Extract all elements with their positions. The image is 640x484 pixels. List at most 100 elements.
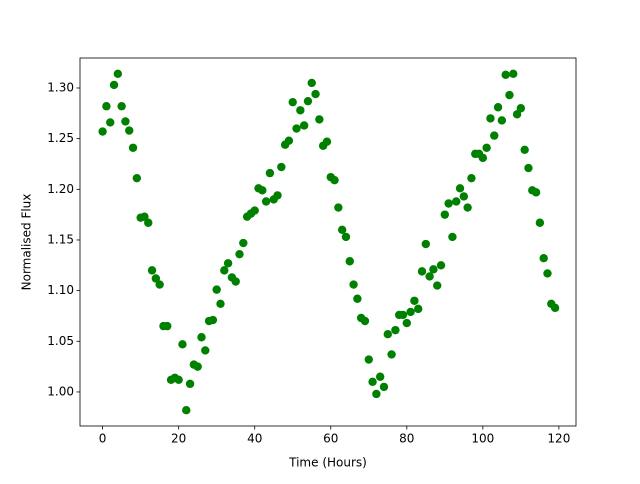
data-point (231, 277, 240, 286)
data-point (113, 69, 123, 79)
x-tick-label: 60 (323, 432, 338, 446)
data-point (117, 102, 126, 111)
data-point (406, 307, 415, 317)
data-point (379, 382, 389, 392)
data-point (372, 389, 381, 399)
data-point (539, 254, 548, 263)
data-point (125, 126, 134, 135)
x-tick-label: 120 (547, 432, 570, 446)
data-point (490, 131, 499, 140)
data-point (440, 210, 450, 219)
data-point (193, 362, 202, 371)
data-point (482, 143, 491, 152)
data-point (163, 321, 172, 331)
data-point (212, 285, 221, 294)
data-point (467, 173, 476, 183)
data-point (261, 197, 271, 206)
data-point (410, 296, 419, 305)
data-point (106, 118, 115, 127)
data-point (448, 232, 457, 242)
data-point (478, 153, 488, 163)
x-tick-label: 0 (99, 432, 107, 446)
data-point (444, 199, 453, 208)
data-point (288, 97, 297, 107)
x-tick-label: 100 (471, 432, 494, 446)
data-point (178, 340, 187, 349)
data-point (436, 261, 446, 270)
data-point (151, 274, 161, 283)
data-point (147, 266, 157, 275)
data-point (433, 281, 442, 290)
data-point (197, 333, 206, 342)
data-point (132, 173, 142, 183)
data-point (265, 168, 275, 178)
x-tick-label: 80 (399, 432, 414, 446)
data-point (216, 299, 225, 309)
data-point (144, 218, 153, 227)
data-point (520, 145, 529, 154)
data-point (417, 267, 427, 276)
data-point (375, 372, 385, 381)
y-tick-label: 1.10 (47, 283, 74, 297)
data-point (128, 143, 138, 152)
data-point (201, 346, 210, 355)
y-tick-label: 1.25 (47, 131, 74, 145)
data-point (452, 197, 461, 206)
x-axis-label: Time (Hours) (288, 456, 367, 470)
data-point (535, 218, 545, 227)
data-point (296, 106, 305, 115)
data-point (182, 405, 191, 415)
data-point (463, 203, 472, 212)
data-point (121, 117, 130, 126)
data-point (543, 269, 552, 278)
data-point (223, 259, 233, 268)
data-point (459, 192, 469, 201)
data-point (258, 186, 267, 195)
data-point (360, 316, 370, 326)
data-point (315, 115, 324, 124)
data-point (425, 272, 434, 281)
data-point (531, 188, 541, 197)
data-point (455, 184, 465, 193)
data-point (341, 232, 351, 242)
y-tick-label: 1.00 (47, 384, 74, 398)
data-point (383, 330, 392, 339)
data-point (322, 137, 332, 146)
data-point (398, 310, 408, 320)
data-point (501, 70, 510, 80)
y-tick-label: 1.20 (47, 182, 74, 196)
data-point (174, 375, 183, 384)
data-point (512, 110, 522, 119)
data-point (509, 69, 518, 79)
data-point (109, 80, 119, 90)
data-point (299, 121, 309, 130)
data-point (524, 163, 533, 173)
data-point (250, 206, 259, 215)
data-point (550, 303, 560, 313)
data-point (140, 212, 149, 221)
data-point (155, 280, 164, 289)
x-tick-label: 20 (171, 432, 186, 446)
data-point (402, 318, 412, 328)
data-point (493, 103, 503, 112)
plot-frame (79, 57, 577, 427)
data-point (364, 355, 373, 364)
data-point (349, 280, 358, 289)
data-point (353, 294, 362, 303)
data-point (208, 315, 218, 325)
data-point (98, 127, 107, 136)
data-point (497, 116, 507, 125)
data-point (387, 350, 396, 359)
data-point (391, 325, 400, 335)
data-point (239, 238, 248, 248)
data-point (505, 90, 514, 100)
data-point (307, 78, 316, 88)
data-point (273, 191, 282, 200)
data-point (102, 102, 111, 111)
x-tick-label: 40 (247, 432, 262, 446)
data-point (368, 377, 377, 387)
data-point (311, 89, 320, 99)
y-tick-label: 1.30 (47, 80, 74, 94)
data-point (330, 175, 339, 185)
